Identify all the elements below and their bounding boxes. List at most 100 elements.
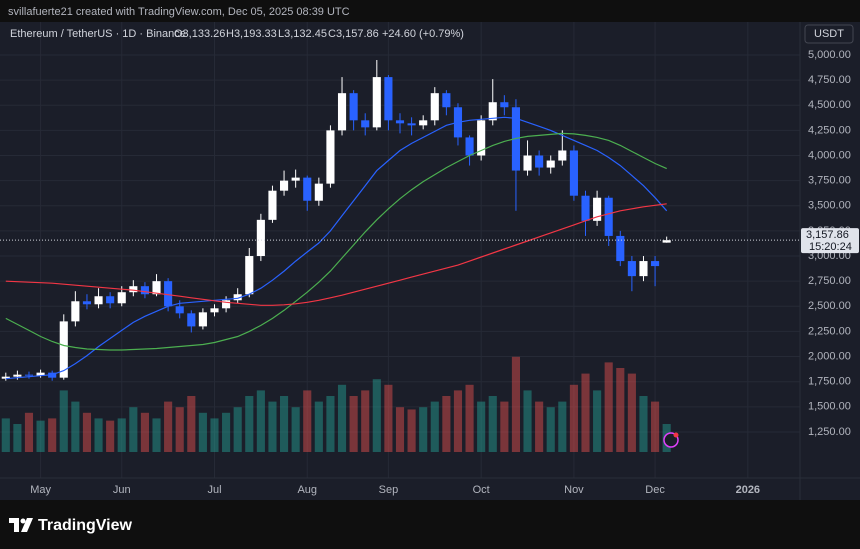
volume-bar	[651, 401, 660, 452]
last-price-box	[801, 228, 859, 254]
volume-bar	[222, 412, 231, 452]
y-tick-label: 2,250.00	[808, 325, 851, 337]
candle-body	[349, 93, 358, 121]
volume-bar	[82, 412, 92, 452]
candle-body	[291, 177, 300, 181]
volume-bar	[280, 396, 289, 452]
volume-bar	[419, 407, 428, 452]
volume-bar	[569, 384, 578, 452]
ohlc-label: O3,133.26	[174, 28, 225, 40]
candle-body	[117, 292, 126, 304]
y-tick-label: 4,500.00	[808, 99, 851, 111]
symbol: Ethereum / TetherUS · 1D · Binance	[10, 28, 186, 40]
volume-bar	[129, 407, 138, 452]
volume-bar	[349, 396, 358, 452]
candle-body	[372, 77, 381, 128]
candle-body	[314, 183, 323, 201]
currency-box[interactable]	[804, 24, 854, 44]
candle-body	[419, 120, 428, 126]
ohlc-label: C3,157.86	[328, 28, 379, 40]
volume-bar	[465, 384, 474, 452]
volume-bar	[117, 418, 126, 452]
logo-part	[20, 518, 26, 524]
brand: TradingView	[38, 517, 133, 534]
volume-bar	[94, 418, 103, 452]
volume-bar	[106, 420, 115, 452]
candle-body	[384, 77, 393, 121]
volume-bar	[395, 407, 405, 452]
ohlc-label: H3,193.33	[226, 28, 277, 40]
volume-bar	[430, 401, 439, 452]
candle-body	[233, 294, 242, 301]
volume-bar	[164, 401, 173, 452]
moving-average	[5, 116, 668, 380]
x-tick-label: Jun	[113, 484, 131, 496]
volume-bar	[71, 401, 80, 452]
candle-body	[59, 321, 68, 378]
volume-bar	[604, 362, 613, 452]
y-tick-label: 4,000.00	[808, 149, 851, 161]
candle-body	[465, 137, 474, 156]
plot-layer	[0, 22, 800, 478]
volume-bar	[593, 390, 602, 452]
countdown: 15:20:24	[809, 241, 852, 253]
volume-bar	[581, 373, 590, 452]
candle-body	[13, 374, 22, 377]
candle-body	[337, 93, 347, 131]
volume-bar	[1, 418, 10, 452]
volume-bar	[384, 384, 393, 452]
volume-bar	[546, 407, 555, 452]
y-tick-label: 2,000.00	[808, 350, 851, 362]
change-label: +24.60 (+0.79%)	[382, 28, 464, 40]
volume-bar	[407, 409, 416, 452]
candle-body	[477, 120, 486, 156]
candle-body	[164, 281, 173, 307]
volume-bar	[175, 407, 184, 452]
candle-body	[604, 197, 613, 236]
candle-body	[198, 312, 207, 327]
x-tick-label: Sep	[379, 484, 399, 496]
volume-bar	[187, 396, 196, 452]
candle-body	[627, 261, 636, 277]
volume-bar	[616, 368, 625, 452]
volume-bar	[59, 390, 68, 452]
x-tick-label: Jul	[207, 484, 221, 496]
volume-bar	[639, 396, 648, 452]
candle-body	[1, 376, 10, 379]
candle-body	[175, 306, 184, 314]
candle-body	[106, 296, 115, 304]
candle-body	[395, 120, 405, 124]
candle-body	[616, 235, 625, 262]
candle-body	[82, 301, 92, 305]
volume-bar	[511, 356, 520, 452]
brand-logo	[9, 518, 33, 532]
volume-bar	[558, 401, 567, 452]
volume-bar	[326, 396, 335, 452]
last-price-label: 3,157.86	[806, 229, 849, 241]
volume-bar	[268, 401, 277, 452]
volume-bar	[361, 390, 370, 452]
currency[interactable]: USDT	[814, 28, 844, 40]
candle-body	[593, 197, 602, 221]
plot-area	[0, 22, 800, 478]
y-tick-label: 1,750.00	[808, 376, 851, 388]
volume-bar	[523, 390, 532, 452]
volume-bar	[198, 412, 207, 452]
chart-title: svillafuerte21 created with TradingView.…	[8, 6, 350, 18]
time-axis	[0, 478, 860, 500]
candle-body	[256, 219, 265, 257]
volume-bar	[291, 407, 300, 452]
x-tick-label: Nov	[564, 484, 584, 496]
candle-body	[662, 240, 671, 243]
volume-bar	[337, 384, 347, 452]
candle-body	[546, 160, 555, 168]
candle-body	[280, 180, 289, 191]
y-tick-label: 2,500.00	[808, 300, 851, 312]
x-tick-label: May	[30, 484, 51, 496]
candle-body	[488, 102, 497, 121]
candle-body	[210, 308, 219, 313]
volume-bar	[210, 418, 219, 452]
volume-bar	[13, 424, 22, 452]
